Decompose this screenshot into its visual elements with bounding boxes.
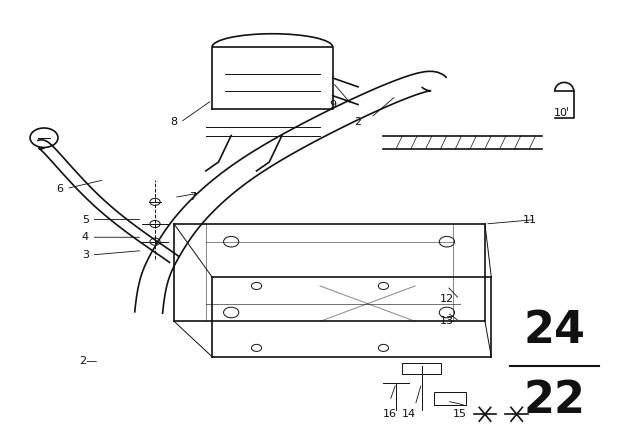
Text: 12: 12 — [440, 294, 454, 304]
Bar — [434, 392, 466, 405]
Text: 6: 6 — [56, 184, 63, 194]
Text: 7: 7 — [189, 193, 196, 202]
Text: 2—: 2— — [79, 356, 97, 366]
Text: 22: 22 — [524, 379, 586, 422]
Bar — [403, 363, 440, 375]
Text: 5: 5 — [82, 215, 89, 224]
Text: 10: 10 — [554, 108, 568, 118]
Text: 11: 11 — [522, 215, 536, 224]
Text: 4: 4 — [82, 232, 89, 242]
Text: 24: 24 — [524, 309, 586, 352]
Text: 2: 2 — [355, 117, 362, 127]
Text: 14: 14 — [402, 409, 416, 419]
Text: 3: 3 — [82, 250, 89, 260]
Text: 9: 9 — [329, 99, 336, 110]
Text: 8: 8 — [170, 117, 178, 127]
Text: 13: 13 — [440, 316, 454, 326]
Text: 16: 16 — [383, 409, 397, 419]
Text: 15: 15 — [452, 409, 467, 419]
